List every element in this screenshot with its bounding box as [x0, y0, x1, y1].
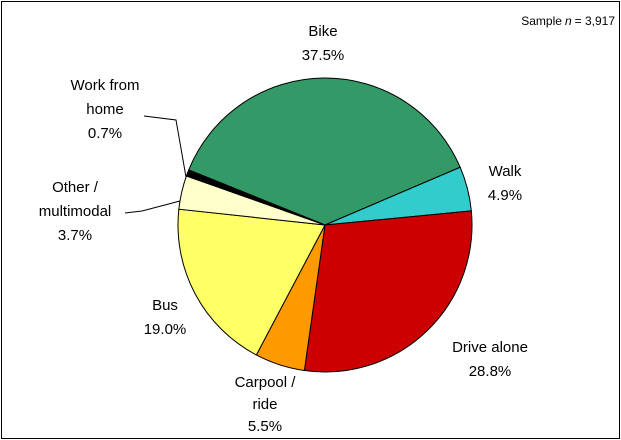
value-label: 0.7%	[87, 125, 123, 142]
category-label: Walk	[488, 163, 522, 180]
category-label: Other / multimodal	[38, 179, 112, 220]
slice-label: Drive alone 28.8%	[425, 336, 555, 384]
value-label: 4.9%	[487, 187, 523, 204]
slice-label: Work from home 0.7%	[55, 74, 155, 146]
slice-label: Bus 19.0%	[125, 294, 205, 342]
slice-label: Carpool / ride 5.5%	[225, 372, 305, 438]
pie-slice	[185, 169, 326, 226]
category-label: Bus	[152, 297, 178, 314]
value-label: 5.5%	[247, 418, 283, 435]
value-label: 3.7%	[57, 227, 93, 244]
category-label: Drive alone	[452, 339, 528, 356]
category-label: Bike	[308, 23, 338, 40]
value-label: 19.0%	[143, 321, 187, 338]
value-label: 37.5%	[301, 47, 345, 64]
leader-line	[143, 115, 187, 178]
pie-slice	[177, 208, 326, 356]
category-label: Carpool / ride	[234, 374, 296, 413]
category-label: Work from home	[70, 77, 140, 118]
pie-slice	[188, 77, 461, 226]
value-label: 28.8%	[468, 363, 512, 380]
note-text: = 3,917	[574, 14, 615, 28]
slice-label: Bike 37.5%	[263, 20, 383, 68]
note-text: Sample	[521, 14, 562, 28]
note-variable: n	[564, 14, 572, 28]
slice-label: Other / multimodal 3.7%	[25, 176, 125, 248]
leader-line	[124, 200, 181, 214]
slice-label: Walk 4.9%	[465, 160, 545, 208]
pie-slice	[303, 210, 473, 373]
sample-note: Sample n = 3,917	[518, 14, 615, 28]
